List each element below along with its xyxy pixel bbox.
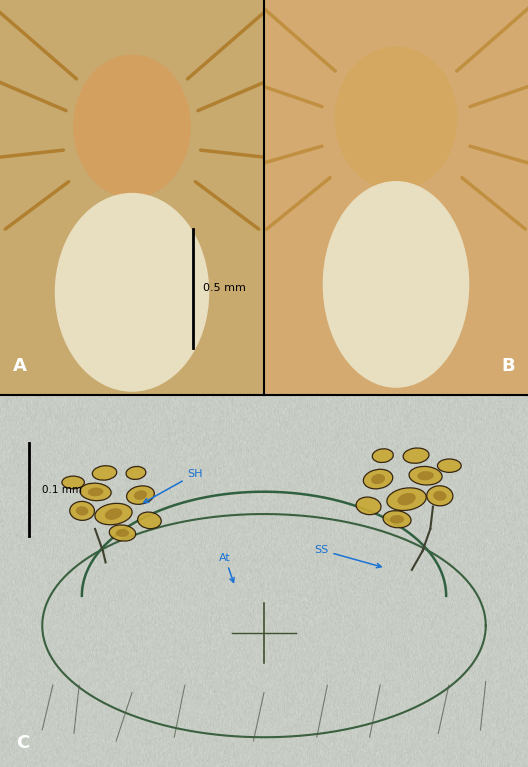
Ellipse shape [356,497,381,515]
Text: A: A [13,357,27,375]
Ellipse shape [88,488,103,496]
Text: SS: SS [314,545,381,568]
Text: B: B [502,357,515,375]
Ellipse shape [138,512,161,528]
Ellipse shape [62,476,84,489]
Ellipse shape [92,466,117,480]
Ellipse shape [109,525,136,542]
Ellipse shape [383,511,411,528]
Ellipse shape [433,491,447,501]
Ellipse shape [372,449,393,463]
Text: C: C [16,734,29,752]
Ellipse shape [371,474,385,484]
Ellipse shape [70,502,95,520]
Ellipse shape [76,506,88,515]
Ellipse shape [427,486,453,506]
Ellipse shape [335,48,457,189]
Ellipse shape [55,193,209,391]
Ellipse shape [116,529,129,537]
Text: At: At [219,552,234,582]
Text: 0.1 mm: 0.1 mm [42,485,82,495]
Ellipse shape [390,515,404,523]
Ellipse shape [409,466,442,485]
Ellipse shape [74,55,190,197]
Ellipse shape [363,469,393,489]
Ellipse shape [387,488,426,511]
Ellipse shape [437,459,461,472]
Ellipse shape [403,448,429,463]
Text: 0.5 mm: 0.5 mm [203,283,246,293]
Ellipse shape [80,483,111,501]
Ellipse shape [417,471,434,480]
Ellipse shape [134,490,147,500]
Ellipse shape [95,503,132,525]
Ellipse shape [323,182,469,387]
Ellipse shape [127,486,154,505]
Ellipse shape [126,466,146,479]
Ellipse shape [398,493,416,505]
Ellipse shape [105,509,122,520]
Text: SH: SH [144,469,203,502]
